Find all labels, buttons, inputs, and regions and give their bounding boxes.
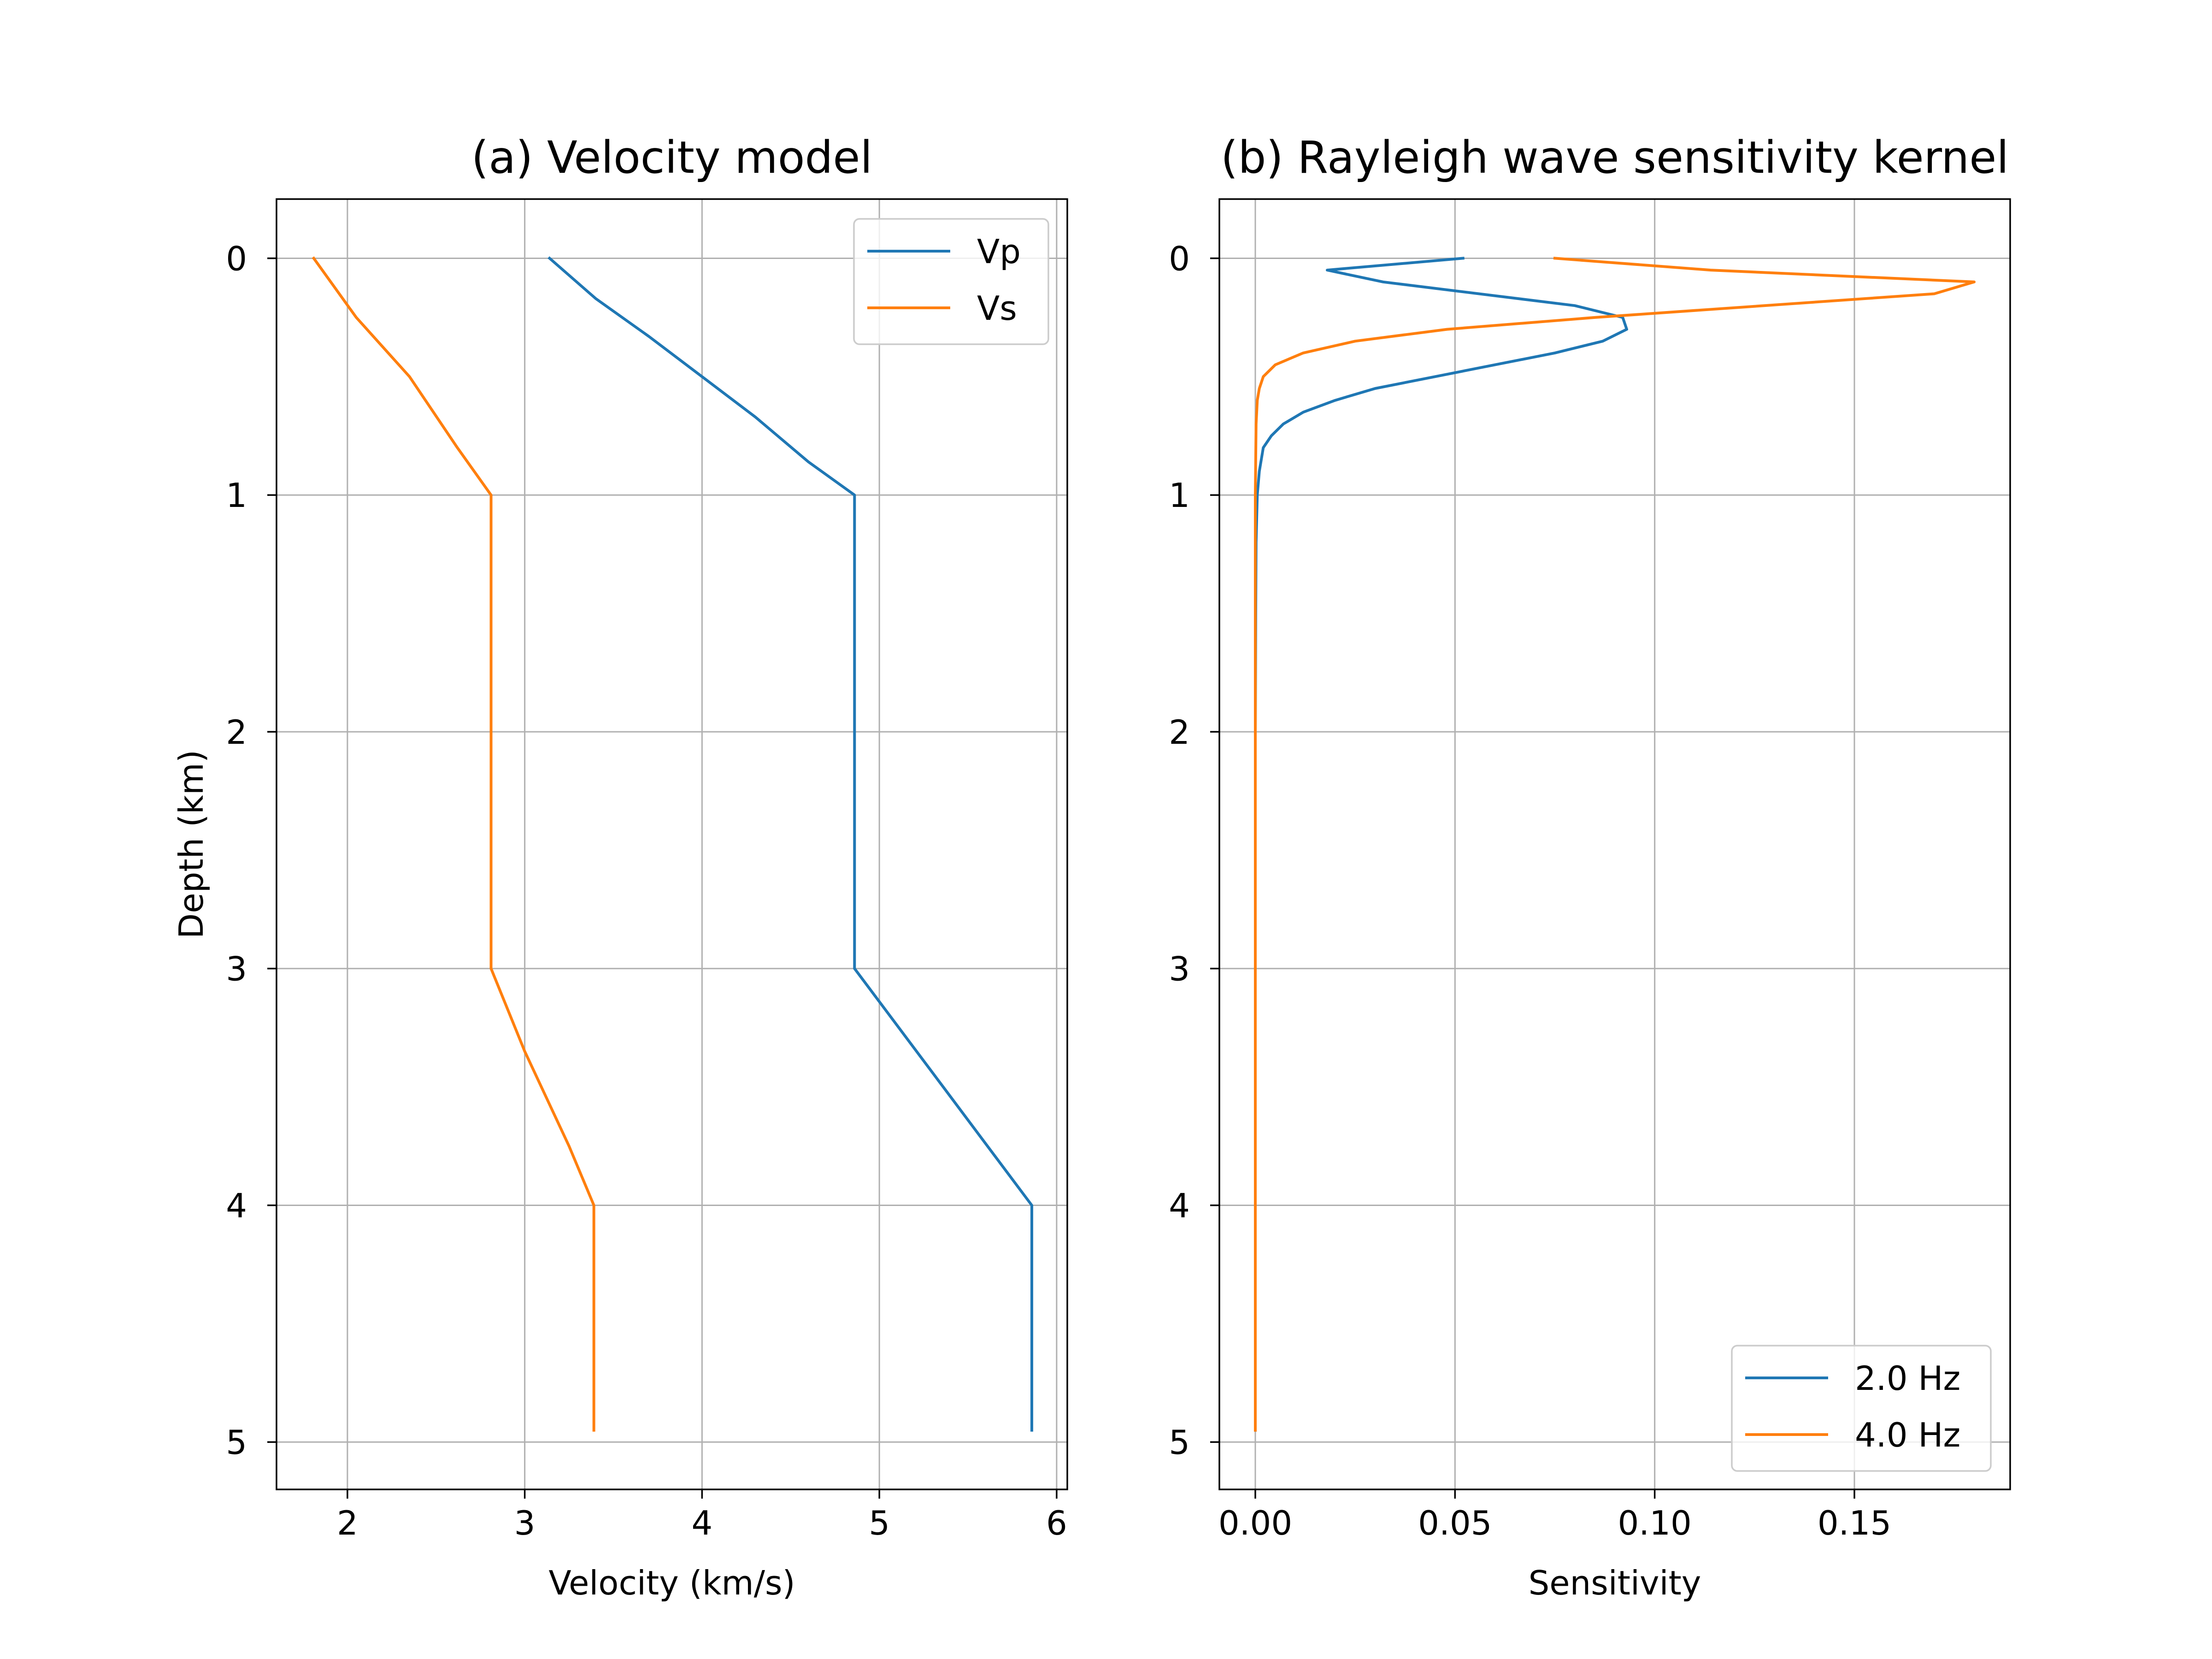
panel-b-xtick-label: 0.10 [1618, 1504, 1692, 1542]
panel-a-frame [276, 198, 1068, 1490]
series-line-vp [547, 256, 1033, 1432]
panel-b-grid [1219, 199, 2010, 1489]
panel-b-xtick-label: 0.05 [1418, 1504, 1492, 1542]
panel-b-ytick-label: 0 [1169, 239, 1190, 278]
panel-a-ytick-label: 2 [226, 713, 247, 752]
panel-a-ytick-label: 0 [226, 239, 247, 278]
velocity-model-panel: (a) Velocity model 2 3 4 5 6 0 1 2 3 4 5 Velocity … [172, 132, 1068, 1602]
panel-b-ytick-label: 3 [1169, 950, 1190, 988]
panel-a-xtick-label: 2 [337, 1504, 358, 1542]
legend-label-4hz: 4.0 Hz [1855, 1416, 1960, 1454]
panel-b-xlabel: Sensitivity [1529, 1564, 1701, 1602]
series-line-vs [312, 256, 595, 1432]
panel-b-ytick-label: 5 [1169, 1423, 1190, 1462]
panel-a-xtick-label: 5 [869, 1504, 890, 1542]
panel-a-xtick-label: 4 [692, 1504, 713, 1542]
panel-a-title: (a) Velocity model [471, 132, 872, 183]
panel-b-xtick-label: 0.00 [1218, 1504, 1292, 1542]
panel-a-xtick-label: 3 [514, 1504, 535, 1542]
panel-b-ytick-label: 2 [1169, 713, 1190, 752]
panel-a-ytick-label: 1 [226, 476, 247, 515]
panel-b-xtick-label: 0.15 [1818, 1504, 1891, 1542]
panel-b-frame [1218, 198, 2011, 1490]
panel-b-ytick-label: 4 [1169, 1186, 1190, 1225]
panel-a-xlabel: Velocity (km/s) [548, 1564, 795, 1602]
panel-a-grid [276, 199, 1067, 1489]
sensitivity-kernel-panel: (b) Rayleigh wave sensitivity kernel 0.0… [1169, 132, 2011, 1602]
legend-label-vp: Vp [977, 232, 1021, 271]
panel-a-ytick-label: 4 [226, 1186, 247, 1225]
panel-b-series [1254, 257, 1976, 1432]
panel-a-ticks: 2 3 4 5 6 0 1 2 3 4 5 [226, 239, 1067, 1542]
panel-b-legend: 2.0 Hz 4.0 Hz [1731, 1345, 1992, 1472]
legend-label-2hz: 2.0 Hz [1855, 1359, 1960, 1398]
panel-a-ylabel: Depth (km) [172, 750, 211, 939]
panel-b-ytick-label: 1 [1169, 476, 1190, 515]
panel-b-ticks: 0.00 0.05 0.10 0.15 0 1 2 3 4 5 [1169, 239, 1891, 1542]
series-line-4-0-hz [1254, 257, 1976, 1432]
panel-a-ytick-label: 3 [226, 950, 247, 988]
panel-a-series [312, 256, 1033, 1432]
panel-a-ytick-label: 5 [226, 1423, 247, 1462]
panel-b-title: (b) Rayleigh wave sensitivity kernel [1221, 132, 2009, 183]
panel-a-xtick-label: 6 [1046, 1504, 1067, 1542]
legend-label-vs: Vs [977, 289, 1017, 328]
panel-a-legend: Vp Vs [853, 218, 1049, 345]
